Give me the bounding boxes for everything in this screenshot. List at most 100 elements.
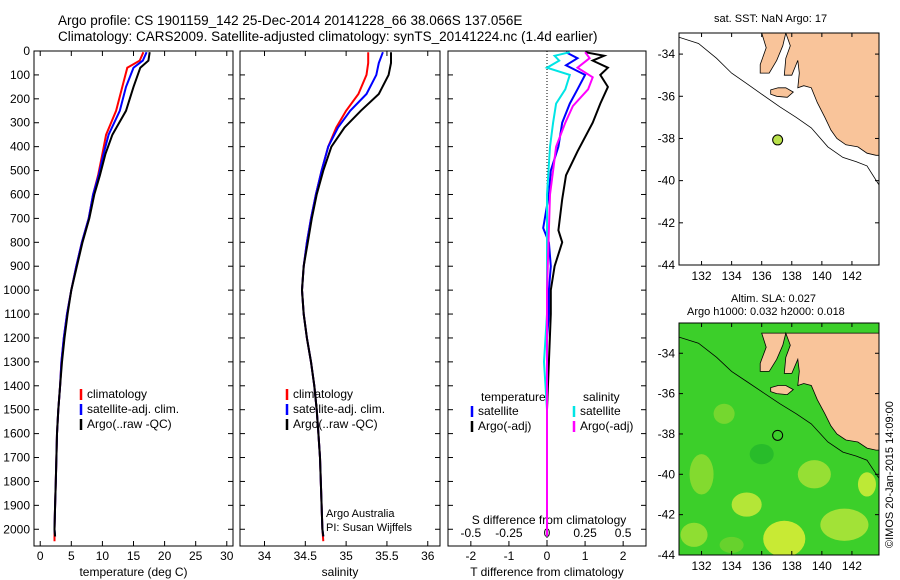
y-tick-label: 1700 [3, 451, 30, 465]
x-tick-label: 2 [620, 549, 627, 563]
sla-map: 132 134 136 138 140 142 -34 -36 -38 -40 -42 -44 [658, 322, 880, 573]
x-tick-label: 1 [582, 549, 589, 563]
series-line [542, 51, 572, 537]
y-tick-label: 0 [23, 44, 30, 58]
series-line [546, 51, 594, 537]
x2-tick-label: 0.25 [573, 526, 597, 540]
y-tick-label: -40 [658, 467, 676, 481]
sla-anomaly [689, 454, 714, 495]
x-tick-label: 132 [692, 269, 712, 283]
y-tick-label: 1300 [3, 355, 30, 369]
x-tick-label: 20 [158, 549, 172, 563]
sla-anomaly [857, 472, 876, 497]
series-line [300, 52, 392, 537]
x-tick-label: 142 [842, 559, 862, 573]
map-content [679, 323, 879, 555]
series-line [53, 51, 148, 537]
annotation-text: PI: Susan Wijffels [326, 522, 412, 534]
x-tick-label: 142 [842, 269, 862, 283]
argo-float-marker [772, 429, 784, 441]
sla-anomaly [713, 403, 735, 424]
x-tick-label: 138 [782, 269, 802, 283]
y-tick-label: 700 [10, 211, 30, 225]
y-tick-label: 600 [10, 187, 30, 201]
x-axis-label: salinity [322, 565, 359, 579]
x2-tick-label: -0.25 [495, 526, 523, 540]
x-tick-label: 25 [189, 549, 203, 563]
series-line [53, 52, 151, 537]
sla-anomaly [820, 508, 869, 541]
x-tick-label: 140 [812, 559, 832, 573]
y-tick-label: -36 [658, 387, 676, 401]
x-tick-label: 136 [752, 559, 772, 573]
sst-map: 132 134 136 138 140 142 -34 -36 -38 -40 -42 -44 [658, 32, 880, 283]
x-tick-label: 132 [692, 559, 712, 573]
sst-map-title: sat. SST: NaN Argo: 17 [714, 13, 828, 25]
y-tick-label: -34 [658, 47, 676, 61]
figure-title-line1: Argo profile: CS 1901159_142 25-Dec-2014… [58, 13, 523, 28]
sla-anomaly [763, 520, 806, 555]
x-tick-label: 140 [812, 269, 832, 283]
x-tick-label: -2 [466, 549, 477, 563]
legend-label: Argo(-adj) [478, 419, 531, 433]
y-tick-label: 2000 [3, 522, 30, 536]
sla-anomaly [719, 536, 744, 553]
kangaroo-island [770, 385, 795, 396]
x-tick-label: 34 [258, 549, 272, 563]
map-frame [678, 322, 880, 556]
plot-frame [33, 50, 234, 547]
sla-anomaly [731, 492, 762, 517]
sla-anomaly [797, 460, 831, 489]
y-tick-label: 1800 [3, 474, 30, 488]
y-tick-label: 800 [10, 235, 30, 249]
series-line [53, 51, 145, 542]
y-tick-label: 1400 [3, 379, 30, 393]
legend-label: satellite [478, 404, 519, 418]
y-tick-label: 900 [10, 259, 30, 273]
y-tick-label: 1200 [3, 331, 30, 345]
y-tick-label: -40 [658, 174, 676, 188]
legend-title: temperature [481, 390, 546, 404]
sla-anomaly [749, 444, 774, 465]
x-tick-label: 34.5 [294, 549, 318, 563]
series-line [546, 51, 610, 537]
legend-label: satellite-adj. clim. [293, 402, 385, 416]
x-axis-label: temperature (deg C) [79, 565, 187, 579]
x-tick-label: 134 [722, 269, 742, 283]
y-tick-label: -44 [658, 258, 676, 272]
y-tick-label: 1600 [3, 427, 30, 441]
y-tick-label: -36 [658, 89, 676, 103]
series-line [300, 52, 370, 542]
x-tick-label: 10 [96, 549, 110, 563]
x2-tick-label: -0.5 [461, 526, 482, 540]
land [759, 33, 879, 156]
x-tick-label: 138 [782, 559, 802, 573]
legend-label: climatology [293, 387, 353, 401]
y-tick-label: -38 [658, 131, 676, 145]
x-tick-label: 5 [68, 549, 75, 563]
y-tick-label: 1900 [3, 498, 30, 512]
map-frame [678, 32, 880, 266]
y-tick-label: 100 [10, 68, 30, 82]
y-tick-label: -42 [658, 216, 676, 230]
y-tick-label: 400 [10, 140, 30, 154]
x2-axis-label: S difference from climatology [472, 513, 627, 527]
annotation-text: Argo Australia [326, 508, 395, 520]
difference-profile: -2 -1 0 1 2-0.5 -0.25 0 0.25 0.5T difference fro… [447, 50, 647, 579]
legend-label: climatology [87, 387, 147, 401]
x-tick-label: 35 [339, 549, 353, 563]
x-tick-label: 35.5 [375, 549, 399, 563]
y-tick-label: 1100 [4, 307, 30, 321]
legend-label: Argo(..raw -QC) [87, 417, 172, 431]
figure-title-line2: Climatology: CARS2009. Satellite-adjuste… [58, 29, 598, 44]
x-tick-label: 30 [220, 549, 234, 563]
legend-label: satellite [580, 404, 621, 418]
y-tick-label: -34 [658, 346, 676, 360]
map-content [679, 33, 879, 186]
y-tick-label: -42 [658, 508, 676, 522]
y-tick-label: 1500 [3, 403, 30, 417]
legend-label: Argo(..raw -QC) [293, 417, 378, 431]
y-tick-label: 500 [10, 164, 30, 178]
plot-frame [239, 50, 441, 547]
